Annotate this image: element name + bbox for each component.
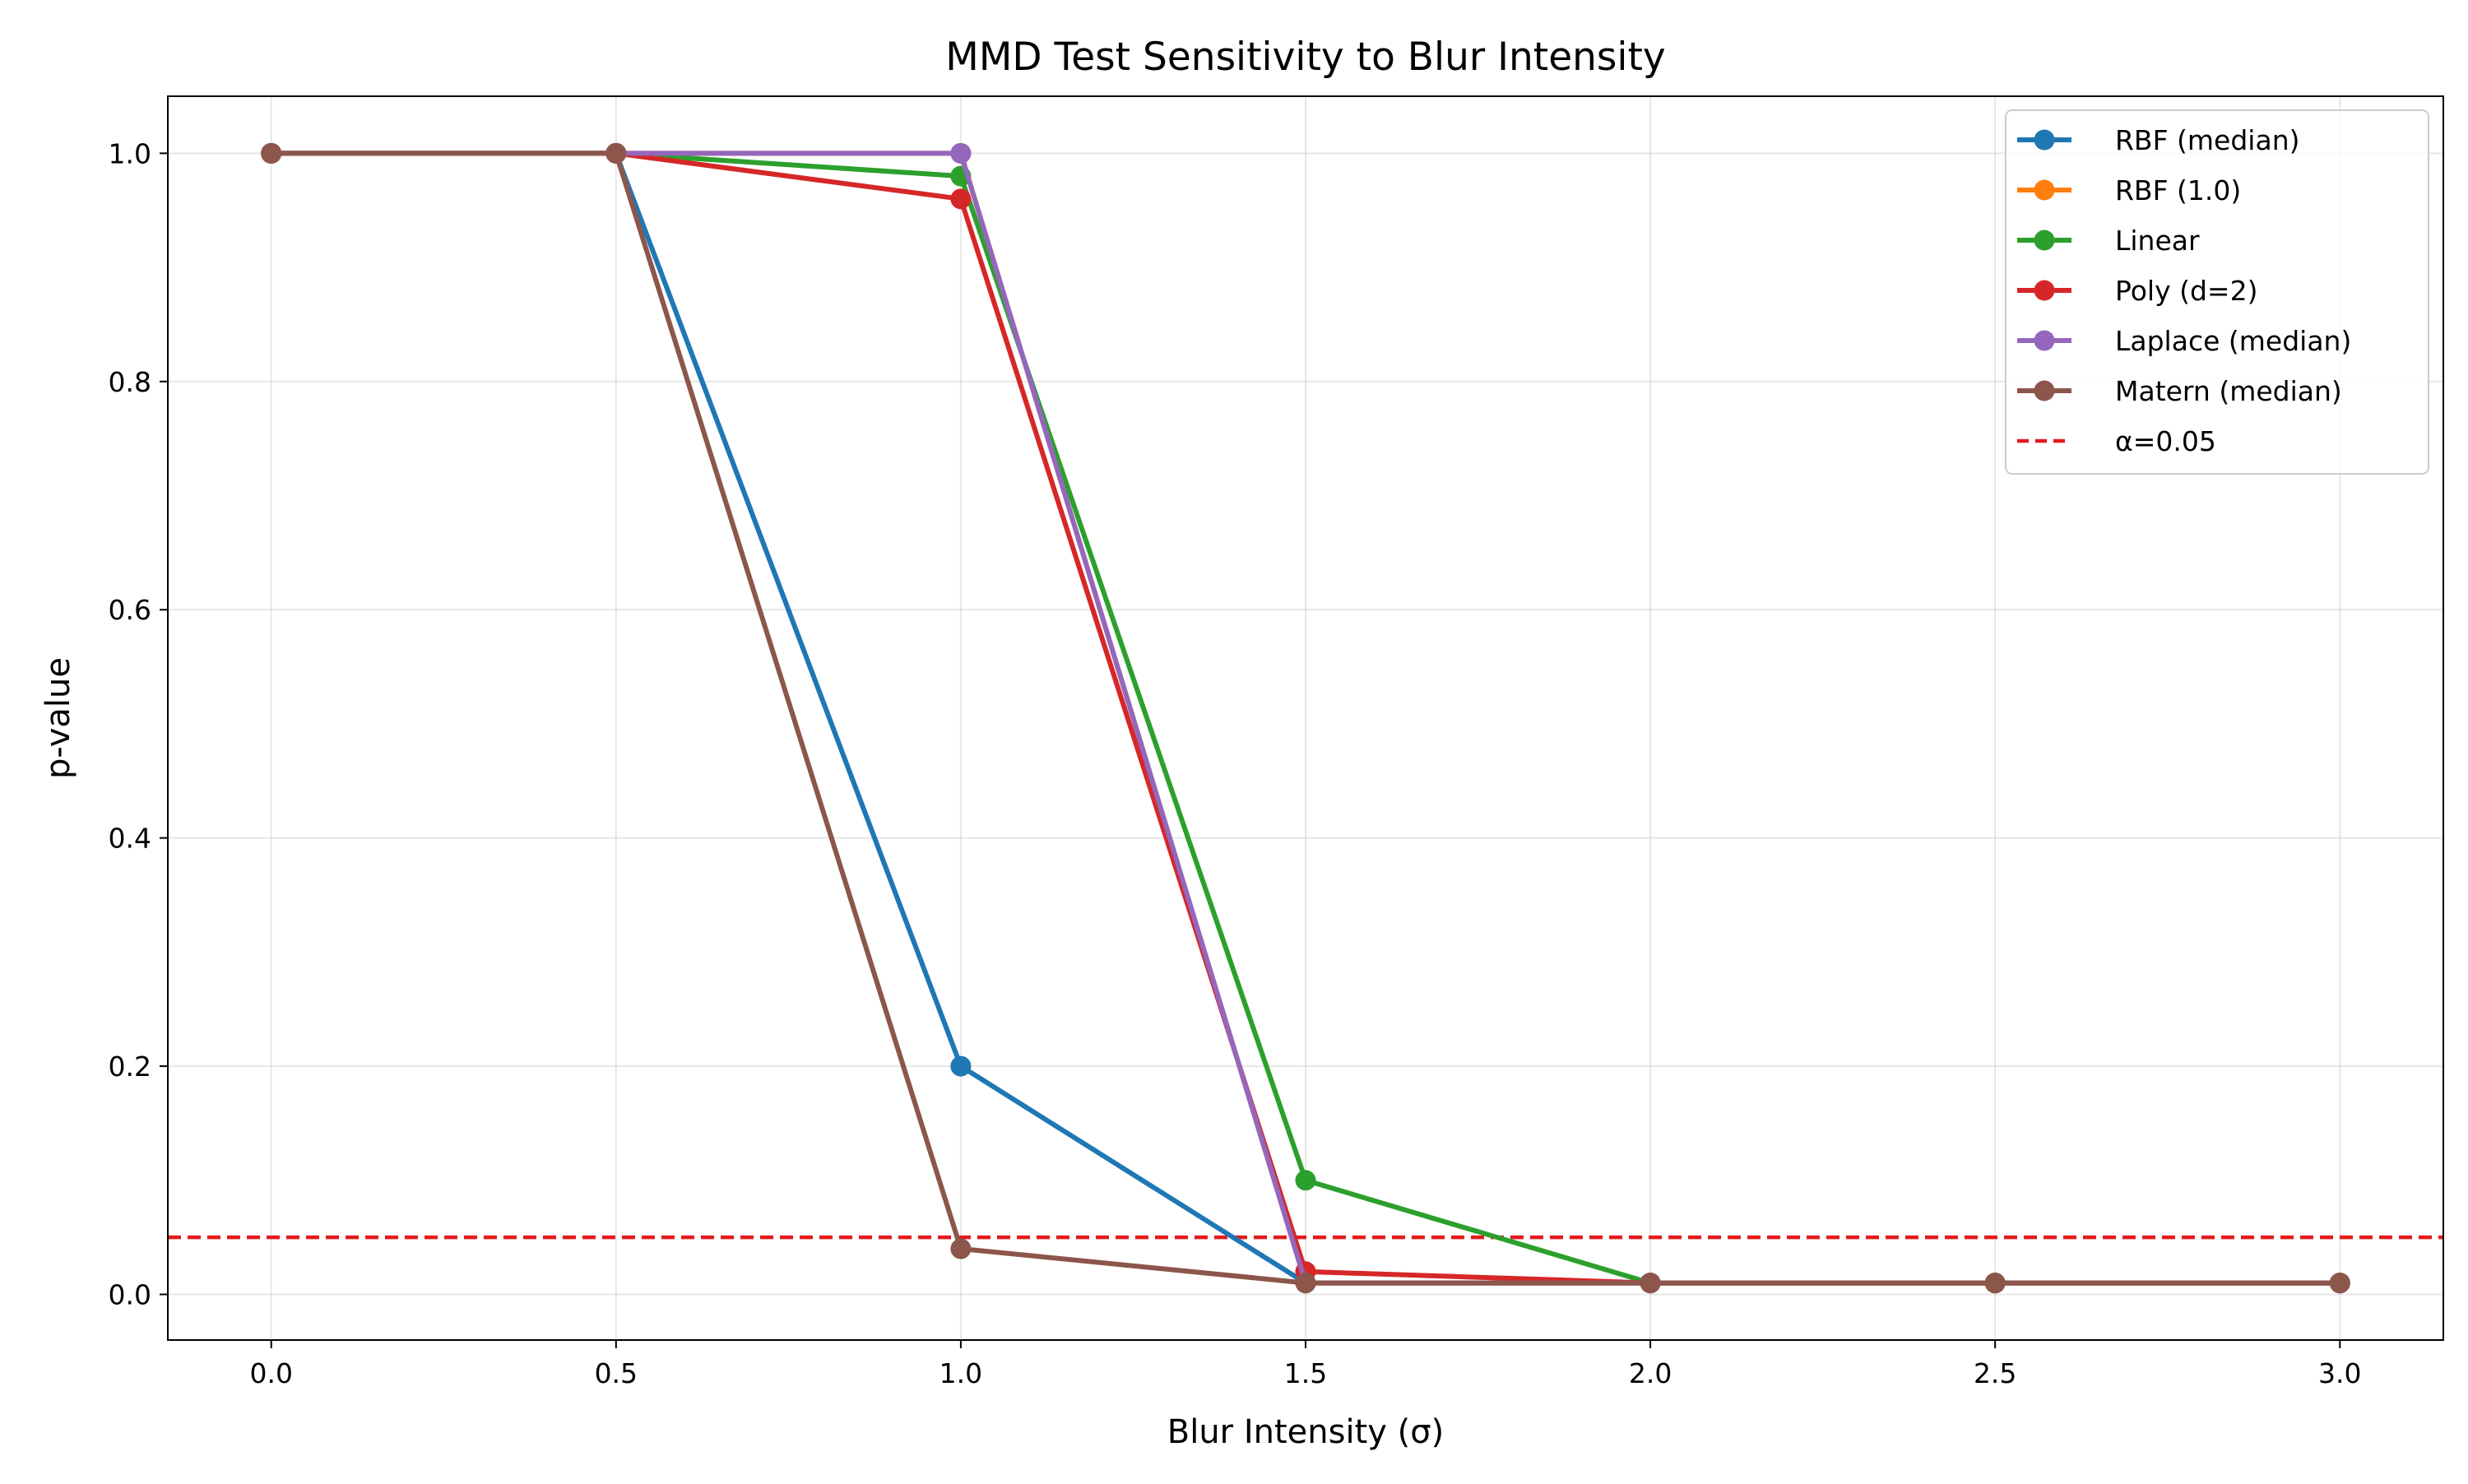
series-layer [261, 142, 2350, 1294]
legend-label: RBF (median) [2115, 124, 2300, 156]
chart-title: MMD Test Sensitivity to Blur Intensity [945, 35, 1665, 80]
legend-label: RBF (1.0) [2115, 174, 2241, 206]
axis-ticks: 0.0 0.5 1.0 1.5 2.0 2.5 3.0 0.0 0.2 0.4 0.6 0.8 1.0 [109, 137, 2362, 1389]
data-point [1640, 1273, 1661, 1294]
y-tick-label: 0.6 [109, 594, 151, 626]
data-point [1984, 1273, 2006, 1294]
x-tick-label: 3.0 [2318, 1357, 2361, 1389]
legend-label: Matern (median) [2115, 375, 2342, 407]
legend-item: Laplace (median) [2017, 325, 2351, 357]
legend-item: α=0.05 [2017, 425, 2216, 457]
x-tick-label: 1.5 [1284, 1357, 1327, 1389]
legend-item: Linear [2017, 225, 2200, 257]
legend-item: Poly (d=2) [2017, 275, 2257, 307]
legend-item: RBF (median) [2017, 124, 2300, 156]
legend-label: Linear [2115, 225, 2200, 257]
legend-label: Poly (d=2) [2115, 275, 2257, 307]
y-tick-label: 0.8 [109, 366, 151, 398]
legend-item: RBF (1.0) [2017, 174, 2241, 206]
x-axis-label: Blur Intensity (σ) [1167, 1413, 1444, 1451]
series-5 [261, 142, 2350, 1294]
legend-swatch-marker [2034, 380, 2055, 401]
data-point [950, 1238, 972, 1259]
data-point [950, 1055, 972, 1077]
y-tick-label: 0.0 [109, 1279, 151, 1311]
x-tick-label: 0.5 [595, 1357, 638, 1389]
data-point [1295, 1170, 1316, 1191]
data-point [605, 142, 627, 164]
legend-swatch-marker [2034, 330, 2055, 351]
data-point [950, 188, 972, 210]
legend-box [2005, 109, 2429, 475]
legend-item: Matern (median) [2017, 375, 2342, 407]
x-tick-label: 0.0 [249, 1357, 292, 1389]
legend-label: α=0.05 [2115, 425, 2216, 457]
grid-lines [168, 96, 2443, 1340]
legend: RBF (median) RBF (1.0) Linear Poly (d=2) Lap… [2005, 109, 2429, 475]
legend-label: Laplace (median) [2115, 325, 2351, 357]
legend-swatch-marker [2034, 179, 2055, 201]
y-axis-label: p-value [39, 657, 77, 779]
data-point [950, 142, 972, 164]
data-point [1295, 1273, 1316, 1294]
y-tick-label: 1.0 [109, 137, 151, 169]
x-tick-label: 2.5 [1974, 1357, 2016, 1389]
x-tick-label: 1.0 [939, 1357, 982, 1389]
legend-swatch-marker [2034, 230, 2055, 251]
y-tick-label: 0.4 [109, 823, 151, 855]
data-point [261, 142, 282, 164]
legend-swatch-marker [2034, 129, 2055, 151]
legend-swatch-marker [2034, 280, 2055, 301]
y-tick-label: 0.2 [109, 1050, 151, 1083]
x-tick-label: 2.0 [1629, 1357, 1672, 1389]
data-point [2329, 1273, 2350, 1294]
